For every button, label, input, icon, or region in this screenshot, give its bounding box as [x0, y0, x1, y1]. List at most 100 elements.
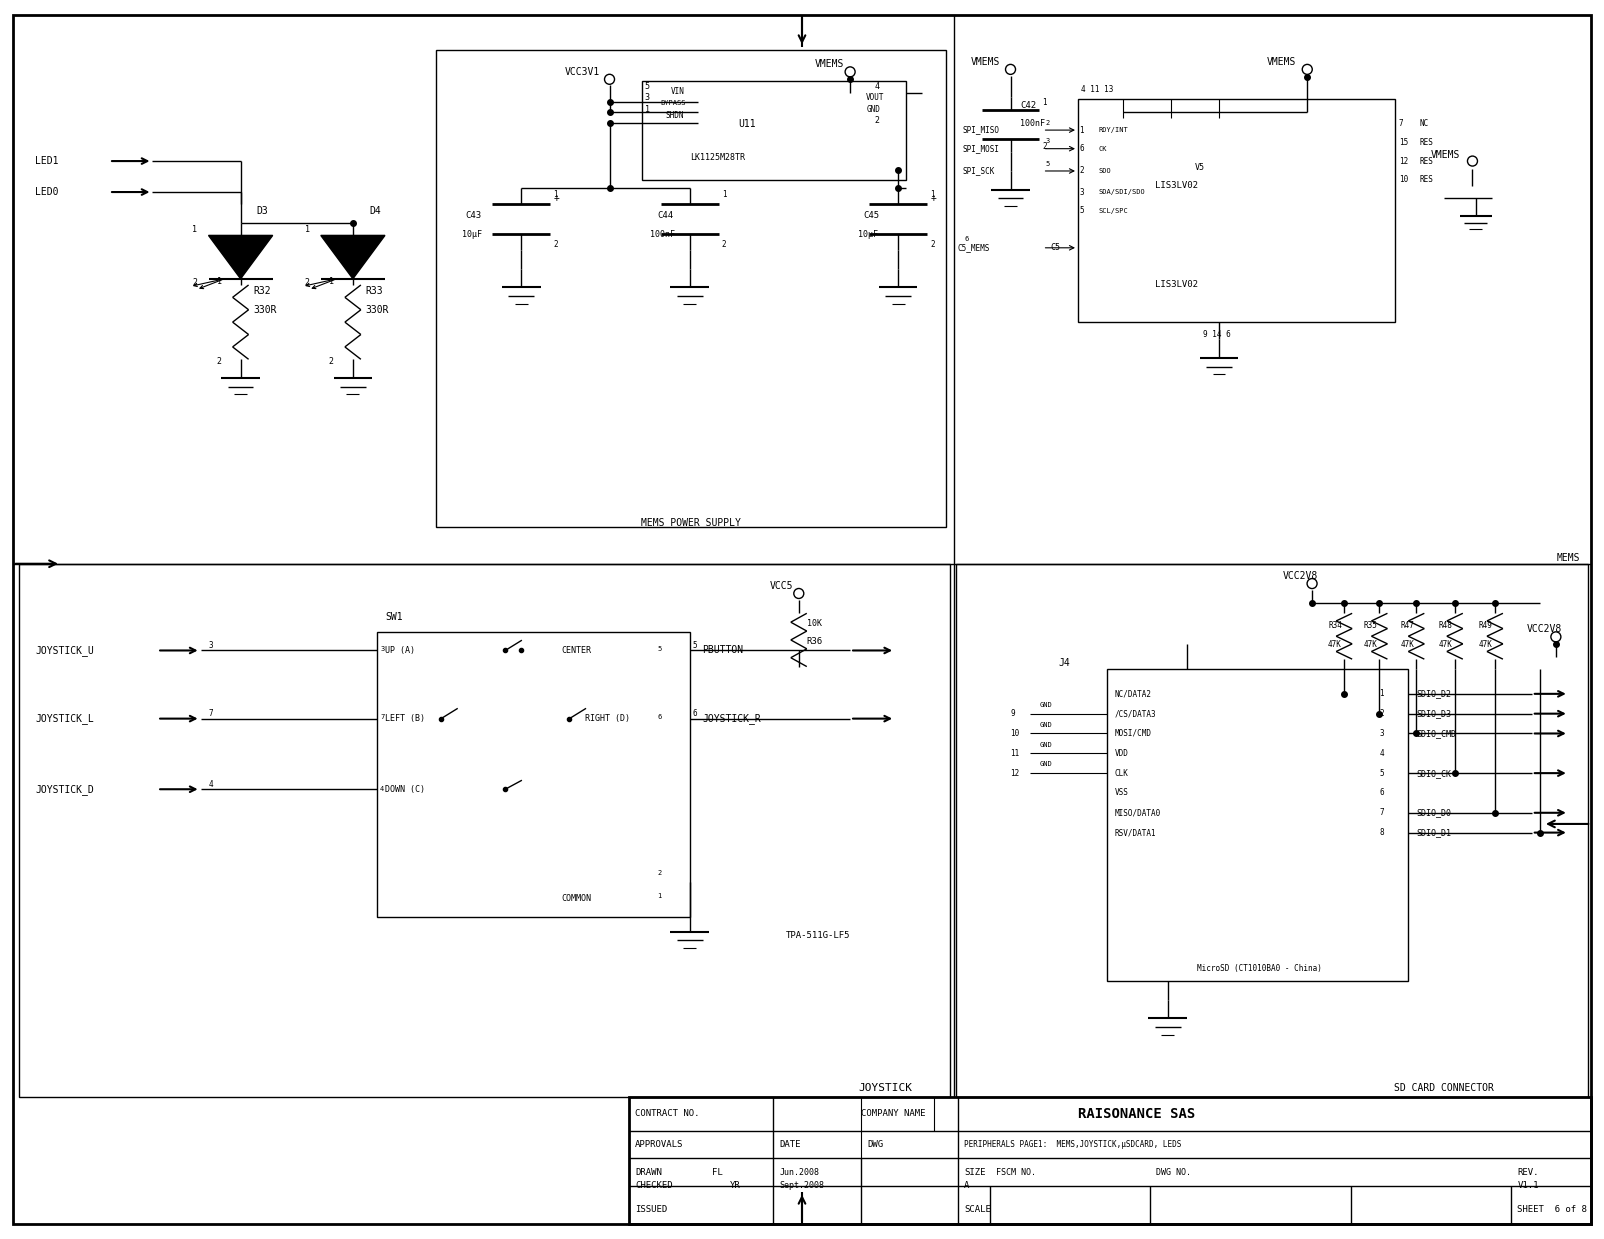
Text: MISO/DATA0: MISO/DATA0	[1115, 808, 1161, 818]
Text: +: +	[930, 193, 937, 203]
Text: J4: J4	[1059, 658, 1070, 668]
Text: SCALE: SCALE	[964, 1204, 991, 1214]
Text: 4 11 13: 4 11 13	[1081, 84, 1113, 94]
Text: 2: 2	[930, 239, 935, 249]
Text: 6: 6	[964, 237, 969, 242]
Text: RAISONANCE SAS: RAISONANCE SAS	[1078, 1106, 1195, 1121]
Text: 2: 2	[329, 357, 334, 367]
Text: 3: 3	[209, 641, 213, 650]
Text: CENTER: CENTER	[561, 646, 592, 655]
Text: UP (A): UP (A)	[385, 646, 415, 655]
Text: BYPASS: BYPASS	[661, 100, 687, 105]
Bar	[436, 50, 946, 527]
Text: 3: 3	[380, 647, 385, 652]
Text: ISSUED: ISSUED	[635, 1204, 667, 1214]
Text: Jun.2008: Jun.2008	[780, 1167, 820, 1177]
Text: DRAWN: DRAWN	[635, 1167, 662, 1177]
Text: RDY/INT: RDY/INT	[1099, 128, 1129, 133]
Text: DOWN (C): DOWN (C)	[385, 784, 425, 794]
Text: CLK: CLK	[1115, 768, 1129, 778]
Text: SIZE: SIZE	[964, 1167, 985, 1177]
Text: SHEET  6 of 8: SHEET 6 of 8	[1517, 1204, 1588, 1214]
Text: C5: C5	[1051, 243, 1060, 253]
Text: Sept.2008: Sept.2008	[780, 1181, 824, 1191]
Text: 2: 2	[1079, 166, 1084, 176]
Text: 47K: 47K	[1328, 639, 1343, 649]
Text: VSS: VSS	[1115, 788, 1129, 798]
Text: 1: 1	[553, 190, 558, 199]
Text: VCC2V8: VCC2V8	[1283, 571, 1318, 581]
Text: 1: 1	[192, 224, 197, 234]
Text: SDIO_D2: SDIO_D2	[1416, 689, 1452, 699]
Text: VCC2V8: VCC2V8	[1527, 624, 1562, 634]
Text: 5: 5	[1079, 206, 1084, 216]
Text: FSCM NO.: FSCM NO.	[996, 1167, 1036, 1177]
Text: 1: 1	[1079, 125, 1084, 135]
Text: 47K: 47K	[1439, 639, 1453, 649]
Text: PERIPHERALS PAGE1:  MEMS,JOYSTICK,µSDCARD, LEDS: PERIPHERALS PAGE1: MEMS,JOYSTICK,µSDCARD…	[964, 1140, 1182, 1150]
Text: DWG: DWG	[868, 1140, 884, 1150]
Text: MEMS POWER SUPPLY: MEMS POWER SUPPLY	[642, 518, 741, 528]
Text: D3: D3	[257, 206, 268, 216]
Text: 5: 5	[645, 82, 650, 92]
Text: LED1: LED1	[35, 156, 59, 166]
Text: VCC5: VCC5	[770, 581, 794, 591]
Text: 100nF: 100nF	[650, 229, 675, 239]
Text: 100nF: 100nF	[1020, 119, 1046, 129]
Text: 1: 1	[722, 190, 727, 199]
Text: RES: RES	[1420, 156, 1434, 166]
Text: CHECKED: CHECKED	[635, 1181, 672, 1191]
Text: TPA-511G-LF5: TPA-511G-LF5	[786, 930, 850, 940]
Text: YR: YR	[730, 1181, 741, 1191]
Text: PBUTTON: PBUTTON	[703, 646, 744, 655]
Text: R32: R32	[253, 286, 271, 296]
Text: RES: RES	[1420, 175, 1434, 185]
Text: JOYSTICK_L: JOYSTICK_L	[35, 714, 95, 724]
Text: 6: 6	[1079, 144, 1084, 154]
Text: VMEMS: VMEMS	[1431, 150, 1460, 160]
Text: 3: 3	[1046, 139, 1051, 144]
Text: R47: R47	[1400, 621, 1415, 631]
Bar	[377, 632, 690, 917]
Text: 1: 1	[305, 224, 310, 234]
Bar	[642, 81, 906, 180]
Text: 10μF: 10μF	[858, 229, 877, 239]
Text: MOSI/CMD: MOSI/CMD	[1115, 729, 1152, 738]
Text: SCL/SPC: SCL/SPC	[1099, 208, 1129, 213]
Text: 3: 3	[1079, 187, 1084, 197]
Text: 1: 1	[930, 190, 935, 199]
Bar	[1107, 669, 1408, 981]
Bar	[1078, 99, 1395, 322]
Text: 6: 6	[658, 715, 662, 720]
Text: C44: C44	[658, 211, 674, 221]
Text: SD CARD CONNECTOR: SD CARD CONNECTOR	[1394, 1083, 1493, 1093]
Text: GND: GND	[1039, 742, 1052, 747]
Text: 7: 7	[380, 715, 385, 720]
Text: JOYSTICK_U: JOYSTICK_U	[35, 646, 95, 655]
Text: COMMON: COMMON	[561, 893, 592, 903]
Text: R36: R36	[807, 637, 823, 647]
Text: 10μF: 10μF	[462, 229, 481, 239]
Text: 8: 8	[1379, 828, 1384, 838]
Text: VIN: VIN	[670, 87, 685, 97]
Text: COMPANY NAME: COMPANY NAME	[861, 1109, 926, 1119]
Text: SW1: SW1	[385, 612, 403, 622]
Text: RIGHT (D): RIGHT (D)	[585, 714, 630, 724]
Text: FL: FL	[712, 1167, 723, 1177]
Text: MEMS: MEMS	[1556, 553, 1580, 563]
Text: 2: 2	[658, 871, 662, 876]
Text: GND: GND	[866, 104, 881, 114]
Text: 4: 4	[874, 82, 879, 92]
Text: GND: GND	[1039, 722, 1052, 727]
Text: CK: CK	[1099, 146, 1107, 151]
Text: A: A	[964, 1181, 969, 1191]
Text: C5_MEMS: C5_MEMS	[958, 243, 990, 253]
Text: 11: 11	[1011, 748, 1020, 758]
Text: NC/DATA2: NC/DATA2	[1115, 689, 1152, 699]
Text: SDA/SDI/SDO: SDA/SDI/SDO	[1099, 190, 1145, 195]
Text: 5: 5	[1379, 768, 1384, 778]
Text: 1: 1	[658, 893, 662, 898]
Text: GND: GND	[1039, 703, 1052, 707]
Text: 2: 2	[1046, 120, 1051, 125]
Text: SDIO_CMD: SDIO_CMD	[1416, 729, 1456, 738]
